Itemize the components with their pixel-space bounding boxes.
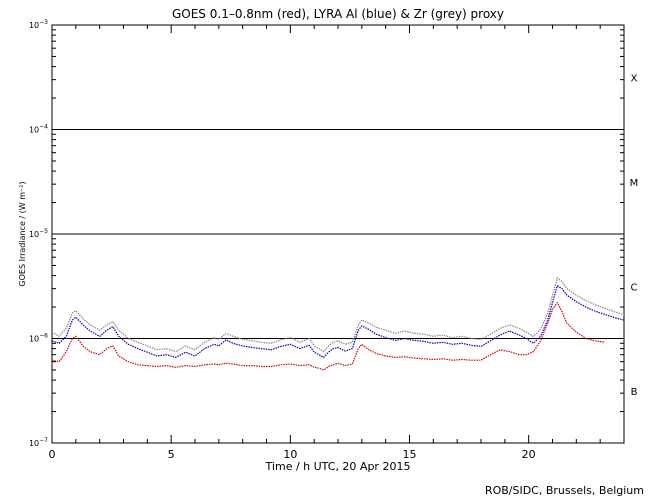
series-layer (51, 277, 625, 370)
flare-class-label: B (631, 387, 638, 398)
series-line-2 (52, 303, 624, 370)
x-tick-label: 0 (49, 448, 56, 461)
flare-class-label: X (631, 73, 638, 84)
flare-class-labels: X M C B (630, 73, 639, 398)
y-tick-label: 10−5 (29, 228, 48, 239)
x-tick-label: 20 (522, 448, 536, 461)
flare-class-label: C (631, 282, 638, 293)
x-axis: 0 5 10 15 20 (49, 25, 625, 461)
x-tick-label: 5 (168, 448, 175, 461)
chart-title: GOES 0.1–0.8nm (red), LYRA Al (blue) & Z… (172, 7, 504, 21)
series-line-1 (51, 285, 625, 358)
credit-footer: ROB/SIDC, Brussels, Belgium (485, 484, 644, 497)
x-axis-label: Time / h UTC, 20 Apr 2015 (265, 460, 411, 473)
y-tick-label: 10−3 (29, 19, 48, 30)
y-axis: 10−3 10−4 10−5 10−6 10−7 (29, 19, 624, 448)
y-axis-label: GOES Irradiance / (W m⁻²) (18, 181, 27, 286)
flare-class-label: M (630, 178, 639, 189)
flare-class-lines (52, 129, 624, 339)
x-tick-label: 10 (283, 448, 297, 461)
y-tick-label: 10−4 (29, 124, 48, 135)
x-tick-label: 15 (403, 448, 417, 461)
series-line-0 (51, 277, 625, 353)
y-tick-label: 10−6 (29, 333, 48, 344)
y-tick-label: 10−7 (29, 437, 48, 448)
